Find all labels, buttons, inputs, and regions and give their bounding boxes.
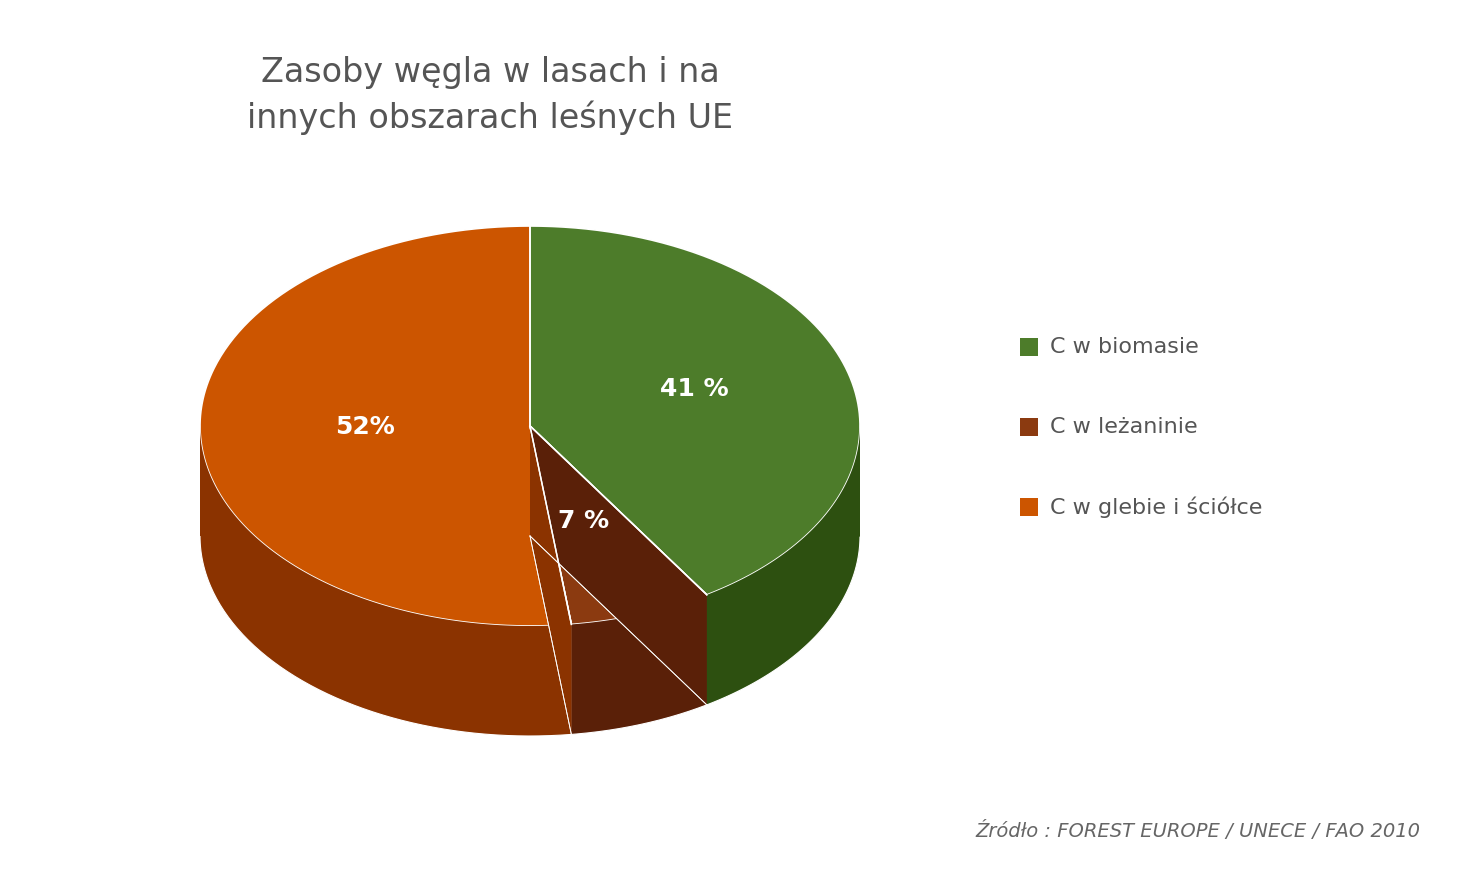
- Bar: [1020, 338, 1038, 356]
- Text: C w leżaninie: C w leżaninie: [1049, 417, 1197, 437]
- Polygon shape: [530, 426, 707, 705]
- Text: C w biomasie: C w biomasie: [1049, 337, 1199, 357]
- Polygon shape: [571, 595, 707, 735]
- Polygon shape: [201, 226, 530, 534]
- Polygon shape: [530, 226, 861, 536]
- Polygon shape: [201, 426, 571, 736]
- Text: Źródło : FOREST EUROPE / UNECE / FAO 2010: Źródło : FOREST EUROPE / UNECE / FAO 201…: [976, 821, 1420, 841]
- Polygon shape: [530, 226, 861, 595]
- Polygon shape: [201, 226, 571, 626]
- Text: Zasoby węgla w lasach i na
innych obszarach leśnych UE: Zasoby węgla w lasach i na innych obszar…: [246, 56, 734, 134]
- Polygon shape: [530, 426, 707, 625]
- Bar: [1020, 418, 1038, 436]
- Bar: [1020, 498, 1038, 516]
- Text: 41 %: 41 %: [660, 377, 729, 401]
- Text: 7 %: 7 %: [558, 509, 610, 533]
- Polygon shape: [707, 427, 861, 705]
- Polygon shape: [530, 426, 707, 705]
- Polygon shape: [530, 426, 571, 735]
- Text: 52%: 52%: [335, 415, 396, 439]
- Polygon shape: [530, 426, 571, 735]
- Text: C w glebie i ściółce: C w glebie i ściółce: [1049, 496, 1262, 518]
